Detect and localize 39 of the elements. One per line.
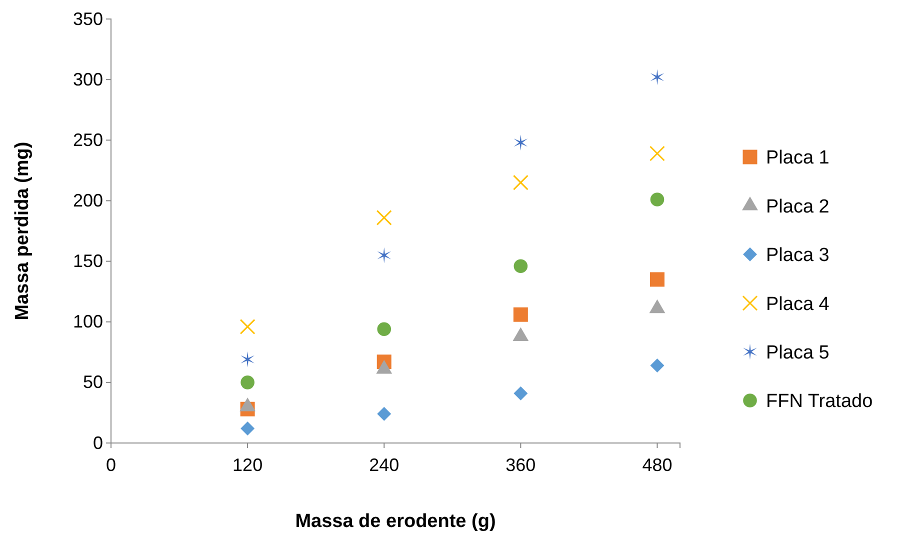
y-tick-label: 100 [72,312,103,332]
point [240,376,254,390]
legend-label: Placa 2 [766,196,830,218]
legend-label: Placa 5 [766,342,830,364]
point [512,174,528,190]
point [240,318,256,334]
x-tick-label: 120 [232,454,263,475]
y-tick-label: 0 [92,432,103,453]
y-tick-label: 50 [82,372,103,392]
point [377,247,392,264]
point [514,134,528,151]
point [514,386,528,400]
y-axis-title: Massa perdida (mg) [12,142,33,320]
point [650,192,664,206]
x-tick-label: 360 [506,454,536,475]
point [513,307,528,322]
point [650,358,664,372]
y-tick-label: 350 [72,8,103,29]
point [377,322,392,336]
x-axis-title: Massa de erodente (g) [295,511,496,532]
point [376,210,392,226]
x-tick-label: 480 [642,454,672,475]
point [650,69,664,86]
point [649,146,665,162]
y-tick-label: 250 [72,130,103,150]
point [377,406,392,421]
y-tick-label: 150 [72,251,103,272]
x-tick-label: 0 [106,454,116,475]
point [514,259,528,274]
y-tick-label: 200 [72,190,103,210]
point [650,272,664,287]
legend-label: Placa 1 [766,148,830,169]
x-tick-label: 240 [369,454,400,475]
y-tick-label: 300 [72,69,103,90]
point [240,351,254,368]
legend-label: Placa 3 [766,245,830,266]
point [240,421,255,436]
legend-label: Placa 4 [766,294,830,315]
legend-label: FFN Tratado [766,391,873,412]
